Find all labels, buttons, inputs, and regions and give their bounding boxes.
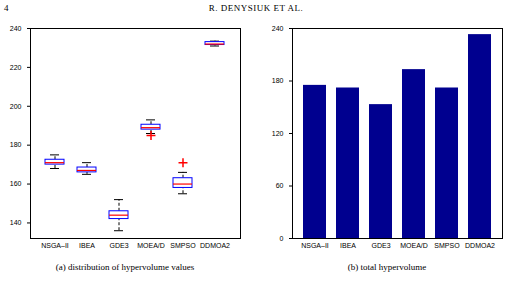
svg-text:60: 60 [276, 182, 284, 189]
html-text:R. DENYSIUK ET AL.: R. DENYSIUK ET AL. [208, 3, 304, 13]
svg-text:0: 0 [280, 235, 284, 242]
html-text:4: 4 [4, 3, 9, 13]
svg-text:180: 180 [272, 77, 284, 84]
svg-text:240: 240 [272, 25, 284, 32]
svg-text:200: 200 [10, 103, 22, 110]
svg-text:NSGA–II: NSGA–II [301, 242, 329, 249]
svg-text:180: 180 [10, 141, 22, 148]
svg-text:SMPSO: SMPSO [434, 242, 460, 249]
svg-text:DDMOA2: DDMOA2 [200, 242, 230, 249]
svg-text:GDE3: GDE3 [371, 242, 390, 249]
svg-text:SMPSO: SMPSO [170, 242, 196, 249]
svg-text:MOEA/D: MOEA/D [400, 242, 428, 249]
svg-text:DDMOA2: DDMOA2 [465, 242, 495, 249]
html-text:(a) distribution of hypervolum: (a) distribution of hypervolume values [55, 262, 195, 272]
svg-text:120: 120 [272, 130, 284, 137]
svg-text:NSGA–II: NSGA–II [41, 242, 69, 249]
svg-text:IBEA: IBEA [79, 242, 95, 249]
svg-text:MOEA/D: MOEA/D [137, 242, 165, 249]
svg-text:160: 160 [10, 180, 22, 187]
svg-text:140: 140 [10, 219, 22, 226]
svg-text:IBEA: IBEA [340, 242, 356, 249]
svg-text:GDE3: GDE3 [109, 242, 128, 249]
svg-text:240: 240 [10, 25, 22, 32]
html-text:(b) total hypervolume: (b) total hypervolume [347, 262, 427, 272]
svg-text:220: 220 [10, 64, 22, 71]
